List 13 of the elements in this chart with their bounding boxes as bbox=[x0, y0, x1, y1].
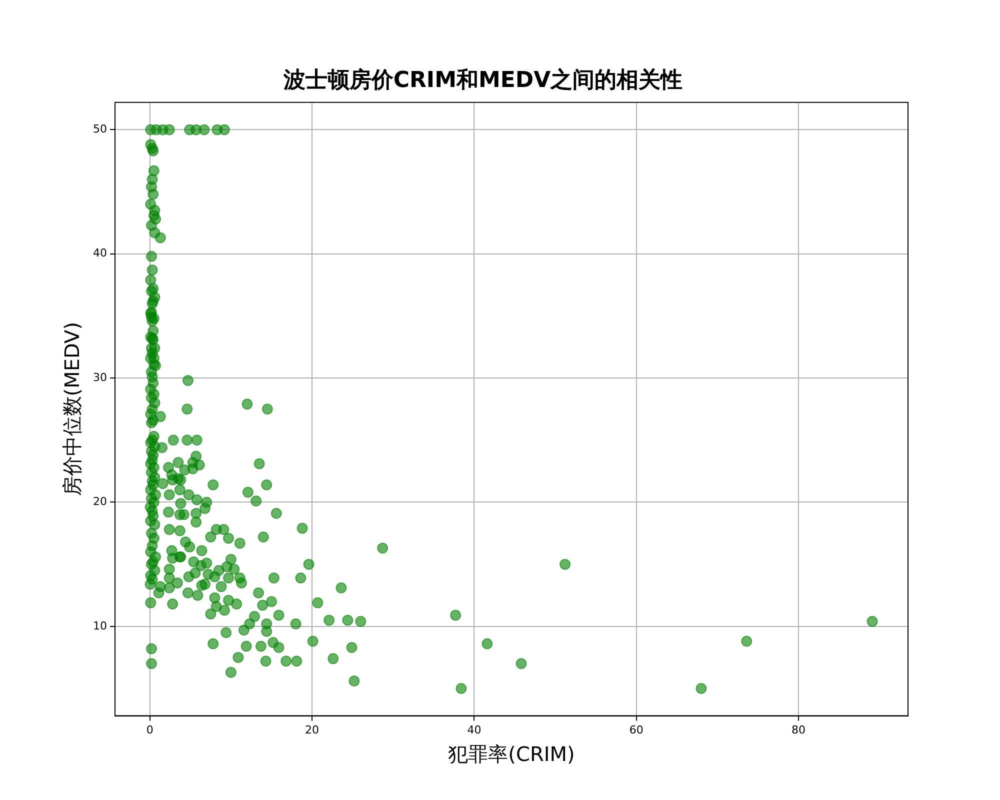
x-tick-label: 40 bbox=[467, 723, 482, 736]
y-tick-label: 30 bbox=[92, 370, 107, 384]
x-axis-title: 犯罪率(CRIM) bbox=[448, 742, 575, 766]
chart-title: 波士顿房价CRIM和MEDV之间的相关性 bbox=[282, 66, 683, 93]
x-tick-label: 20 bbox=[305, 723, 320, 736]
y-tick-label: 20 bbox=[92, 495, 107, 508]
x-tick-label: 60 bbox=[629, 723, 644, 736]
y-axis-title: 房价中位数(MEDV) bbox=[60, 322, 84, 496]
y-tick-label: 10 bbox=[92, 619, 107, 632]
y-tick-label: 50 bbox=[92, 122, 107, 136]
y-tick-label: 40 bbox=[92, 246, 107, 260]
x-tick-label: 0 bbox=[146, 723, 154, 736]
x-tick-label: 80 bbox=[792, 723, 806, 736]
